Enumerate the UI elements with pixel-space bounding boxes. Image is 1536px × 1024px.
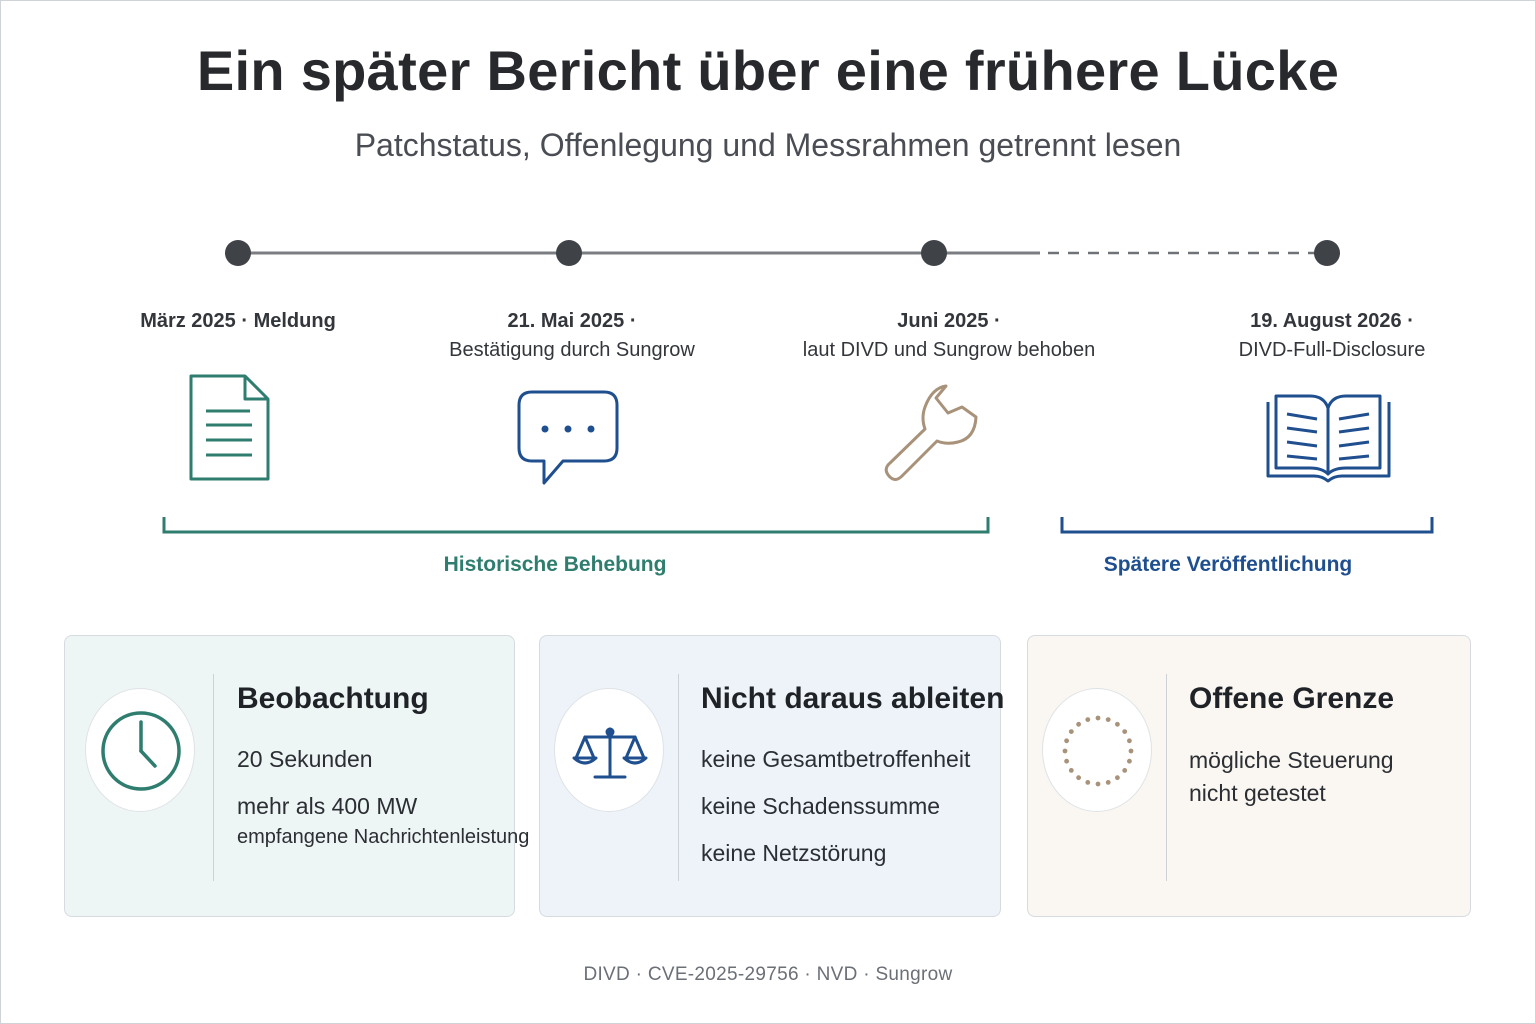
milestone-date: 21. Mai 2025 ·	[507, 310, 637, 332]
card-title: Beobachtung	[237, 682, 429, 715]
dotted-circle-dot	[1076, 721, 1081, 727]
card-line: keine Netzstörung	[701, 840, 887, 866]
dotted-circle-dot	[1105, 780, 1111, 785]
dotted-circle-dot	[1068, 768, 1074, 773]
card-not-derive: Nicht daraus ableiten keine Gesamtbetrof…	[539, 635, 1005, 917]
dotted-circle-icon	[1062, 715, 1134, 787]
source-footer: DIVD · CVE-2025-29756 · NVD · Sungrow	[583, 964, 953, 985]
dotted-circle-dot	[1095, 781, 1101, 787]
milestone-label: 21. Mai 2025 · Bestätigung durch Sungrow	[422, 307, 722, 365]
timeline-dot	[556, 240, 582, 266]
card-title: Offene Grenze	[1189, 682, 1395, 715]
card-line: mehr als 400 MW	[237, 793, 418, 819]
dotted-circle-dot	[1064, 738, 1069, 744]
milestone-label: Juni 2025 · laut DIVD und Sungrow behobe…	[779, 307, 1119, 365]
card-line: empfangene Nachrichtenleistung	[237, 826, 530, 848]
card-line: 20 Sekunden	[237, 746, 373, 772]
clock-icon	[101, 711, 181, 791]
timeline-dot	[1314, 240, 1340, 266]
card-line: keine Schadenssumme	[701, 793, 941, 819]
wrench-icon	[884, 384, 978, 481]
milestone-desc: DIVD-Full-Disclosure	[1238, 339, 1426, 361]
milestone-date: 19. August 2026 ·	[1250, 310, 1414, 332]
milestone-date: März 2025 · Meldung	[140, 310, 336, 332]
card-divider	[1166, 674, 1167, 881]
dotted-circle-icon-badge	[1042, 688, 1152, 812]
document-icon	[189, 374, 270, 481]
milestone-label: März 2025 · Meldung	[108, 307, 368, 336]
scales-icon	[572, 727, 648, 779]
dotted-circle-dot	[1085, 717, 1091, 722]
phase-label-historic: Historische Behebung	[443, 553, 667, 576]
card-title: Nicht daraus ableiten	[701, 682, 1005, 715]
card-line: mögliche Steuerung	[1189, 747, 1394, 773]
card-divider	[213, 674, 214, 881]
milestone-label: 19. August 2026 · DIVD-Full-Disclosure	[1192, 307, 1472, 365]
card-observation: Beobachtung 20 Sekunden mehr als 400 MW …	[64, 635, 529, 917]
dotted-circle-dot	[1062, 748, 1068, 754]
dotted-circle-dot	[1068, 729, 1074, 734]
page-title: Ein später Bericht über eine frühere Lüc…	[196, 39, 1340, 102]
dotted-circle-dot	[1122, 768, 1128, 773]
chat-bubble-icon	[517, 390, 619, 485]
timeline-dot	[225, 240, 251, 266]
page-subtitle: Patchstatus, Offenlegung und Messrahmen …	[354, 127, 1182, 163]
phase-label-later: Spätere Veröffentlichung	[1103, 553, 1353, 576]
milestone-desc: laut DIVD und Sungrow behoben	[802, 339, 1096, 361]
dotted-circle-dot	[1064, 758, 1069, 764]
card-line: nicht getestet	[1189, 780, 1326, 806]
dotted-circle-dot	[1127, 758, 1132, 764]
card-line: keine Gesamtbetroffenheit	[701, 746, 971, 772]
timeline-dot	[921, 240, 947, 266]
dotted-circle-dot	[1076, 775, 1081, 781]
dotted-circle-dot	[1085, 780, 1091, 785]
phase-bracket-later	[1060, 517, 1434, 534]
open-book-icon	[1266, 394, 1391, 483]
dotted-circle-dot	[1128, 748, 1134, 754]
dotted-circle-dot	[1122, 729, 1128, 734]
card-divider	[678, 674, 679, 881]
scales-icon-badge	[554, 688, 664, 812]
dotted-circle-dot	[1105, 717, 1111, 722]
card-open-boundary: Offene Grenze mögliche Steuerung nicht g…	[1027, 635, 1471, 917]
milestone-desc: Bestätigung durch Sungrow	[449, 339, 695, 361]
phase-bracket-historic	[162, 517, 990, 534]
dotted-circle-dot	[1095, 715, 1101, 721]
clock-icon-badge	[85, 688, 195, 812]
dotted-circle-dot	[1115, 721, 1120, 727]
dotted-circle-dot	[1115, 775, 1120, 781]
milestone-date: Juni 2025 ·	[897, 310, 1001, 332]
dotted-circle-dot	[1127, 738, 1132, 744]
